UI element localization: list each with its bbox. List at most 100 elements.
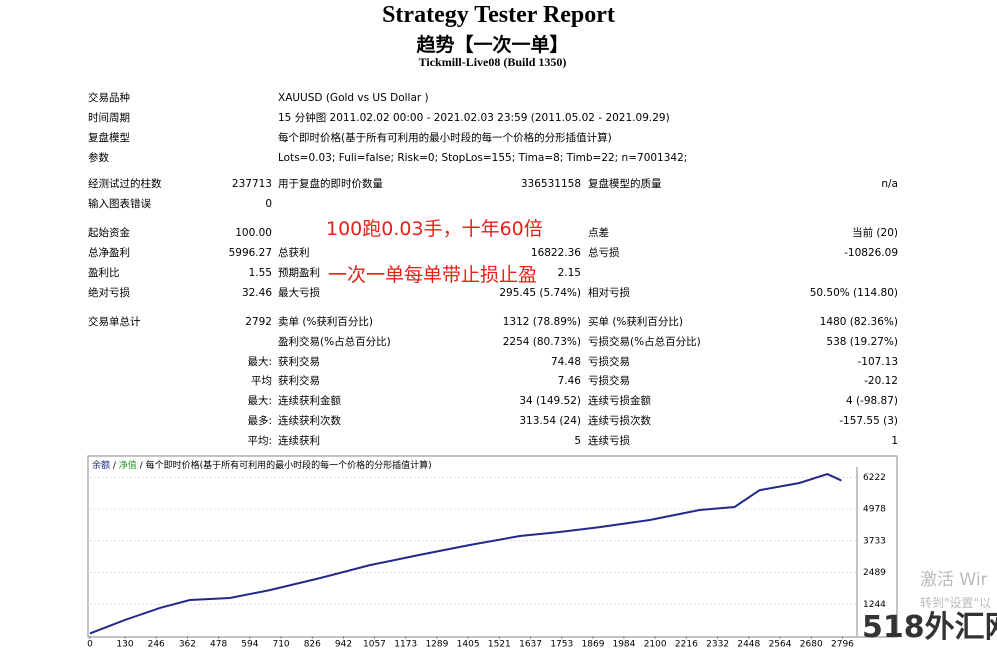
- stat-value: n/a: [881, 178, 898, 190]
- stat-value: 74.48: [550, 355, 581, 368]
- stat-value: -107.13: [857, 355, 898, 368]
- stat-value: 34 (149.52): [519, 395, 581, 408]
- legend-entry: 每个即时价格(基于所有可利用的最小时段的每一个价格的分形插值计算): [146, 459, 432, 471]
- stat-value: 最多:: [247, 415, 272, 427]
- x-tick-label: 1173: [394, 640, 417, 650]
- setting-label: 交易品种: [88, 92, 130, 104]
- stat-label: 相对亏损: [588, 287, 630, 299]
- x-tick-label: 1289: [425, 640, 448, 650]
- stat-value: 5: [574, 434, 581, 447]
- stat-value: 当前 (20): [852, 227, 898, 239]
- stat-label: 交易单总计: [88, 316, 141, 328]
- stat-label: 亏损交易: [588, 375, 630, 388]
- stat-value: 2792: [245, 316, 272, 328]
- x-tick-label: 478: [210, 640, 227, 650]
- setting-value: Lots=0.03; Fuli=false; Risk=0; StopLos=1…: [278, 152, 688, 164]
- annotation: 一次一单每单带止损止盈: [328, 264, 538, 286]
- setting-value: 每个即时价格(基于所有可利用的最小时段的每一个价格的分形插值计算): [278, 132, 612, 144]
- stat-label: 点差: [588, 227, 609, 239]
- stat-label: 盈利交易(%占总百分比): [278, 335, 391, 348]
- x-tick-label: 130: [116, 640, 133, 650]
- stat-label: 复盘模型的质量: [588, 178, 662, 190]
- stat-value: 50.50% (114.80): [809, 287, 898, 299]
- stat-label: 获利交易: [278, 375, 320, 388]
- setting-value: 15 分钟图 2011.02.02 00:00 - 2021.02.03 23:…: [278, 112, 670, 124]
- setting-label: 参数: [88, 152, 109, 164]
- stat-label: 起始资金: [88, 227, 130, 239]
- watermark: 激活 Wir: [920, 570, 988, 590]
- stat-label: 亏损交易: [588, 355, 630, 368]
- stat-value: 2254 (80.73%): [502, 335, 581, 348]
- stat-label: 连续亏损金额: [588, 395, 651, 408]
- stat-value: 237713: [231, 178, 272, 190]
- stat-label: 最大亏损: [278, 287, 320, 299]
- x-tick-label: 1984: [612, 640, 635, 650]
- stat-value: 1480 (82.36%): [819, 316, 898, 328]
- title: Strategy Tester Report: [382, 2, 615, 28]
- stat-value: 2.15: [557, 267, 581, 279]
- x-tick-label: 942: [335, 640, 352, 650]
- stat-value: -20.12: [864, 375, 898, 388]
- stat-value: 7.46: [557, 375, 581, 388]
- y-tick-label: 2489: [863, 568, 886, 578]
- x-tick-label: 594: [241, 640, 258, 650]
- stat-label: 盈利比: [88, 267, 120, 279]
- x-tick-label: 2216: [675, 640, 698, 650]
- stat-label: 亏损交易(%占总百分比): [588, 335, 701, 348]
- legend-entry: 余额: [92, 459, 110, 471]
- x-tick-label: 2564: [769, 640, 792, 650]
- chart-frame: [87, 455, 898, 638]
- x-tick-label: 1521: [488, 640, 511, 650]
- stat-label: 连续亏损: [588, 434, 630, 447]
- stat-value: 313.54 (24): [519, 415, 581, 427]
- stat-label: 卖单 (%获利百分比): [278, 316, 374, 328]
- x-tick-label: 2448: [737, 640, 760, 650]
- stat-value: 32.46: [241, 287, 272, 299]
- x-tick-label: 1057: [363, 640, 386, 650]
- stat-value: -157.55 (3): [839, 415, 898, 427]
- legend: 余额 / 净值 / 每个即时价格(基于所有可利用的最小时段的每一个价格的分形插值…: [92, 459, 432, 471]
- y-tick-label: 1244: [863, 600, 886, 610]
- x-tick-label: 2100: [644, 640, 667, 650]
- x-tick-label: 2796: [831, 640, 854, 650]
- y-tick-label: 4978: [863, 505, 886, 515]
- x-tick-label: 362: [179, 640, 196, 650]
- setting-value: XAUUSD (Gold vs US Dollar ): [278, 92, 429, 104]
- x-tick-label: 1753: [550, 640, 573, 650]
- stat-label: 连续亏损次数: [588, 415, 651, 427]
- watermark: 转到"设置"以: [920, 596, 992, 610]
- stat-value: 16822.36: [530, 247, 581, 259]
- stat-value: 最大:: [247, 395, 272, 408]
- stat-label: 连续获利次数: [278, 415, 341, 427]
- stat-label: 用于复盘的即时价数量: [278, 178, 383, 190]
- x-tick-label: 1405: [457, 640, 480, 650]
- x-tick-label: 2680: [800, 640, 823, 650]
- balance-line: [89, 473, 842, 635]
- legend-entry: 净值: [119, 459, 137, 471]
- stat-value: 1.55: [248, 267, 272, 279]
- stat-value: 5996.27: [228, 247, 272, 259]
- stat-value: 4 (-98.87): [845, 395, 898, 408]
- stat-value: 295.45 (5.74%): [499, 287, 581, 299]
- subtitle: 趋势【一次一单】: [416, 34, 569, 56]
- y-tick-label: 3733: [863, 536, 886, 546]
- stat-label: 连续获利: [278, 434, 320, 447]
- stat-label: 预期盈利: [278, 267, 320, 279]
- y-tick-label: 6222: [863, 473, 886, 483]
- x-tick-label: 1637: [519, 640, 542, 650]
- stat-value: 538 (19.27%): [826, 335, 898, 348]
- stat-label: 总获利: [278, 247, 310, 259]
- stat-value: 平均: [251, 375, 272, 388]
- stat-value: 0: [265, 198, 272, 210]
- annotation: 100跑0.03手，十年60倍: [326, 218, 543, 240]
- stat-value: 平均:: [247, 434, 272, 447]
- stat-label: 输入图表错误: [88, 198, 151, 210]
- stat-value: 336531158: [520, 178, 581, 190]
- x-tick-label: 246: [148, 640, 165, 650]
- x-tick-label: 1869: [582, 640, 605, 650]
- build: Tickmill-Live08 (Build 1350): [418, 55, 567, 69]
- stat-value: 100.00: [235, 227, 272, 239]
- stat-value: 最大:: [247, 355, 272, 368]
